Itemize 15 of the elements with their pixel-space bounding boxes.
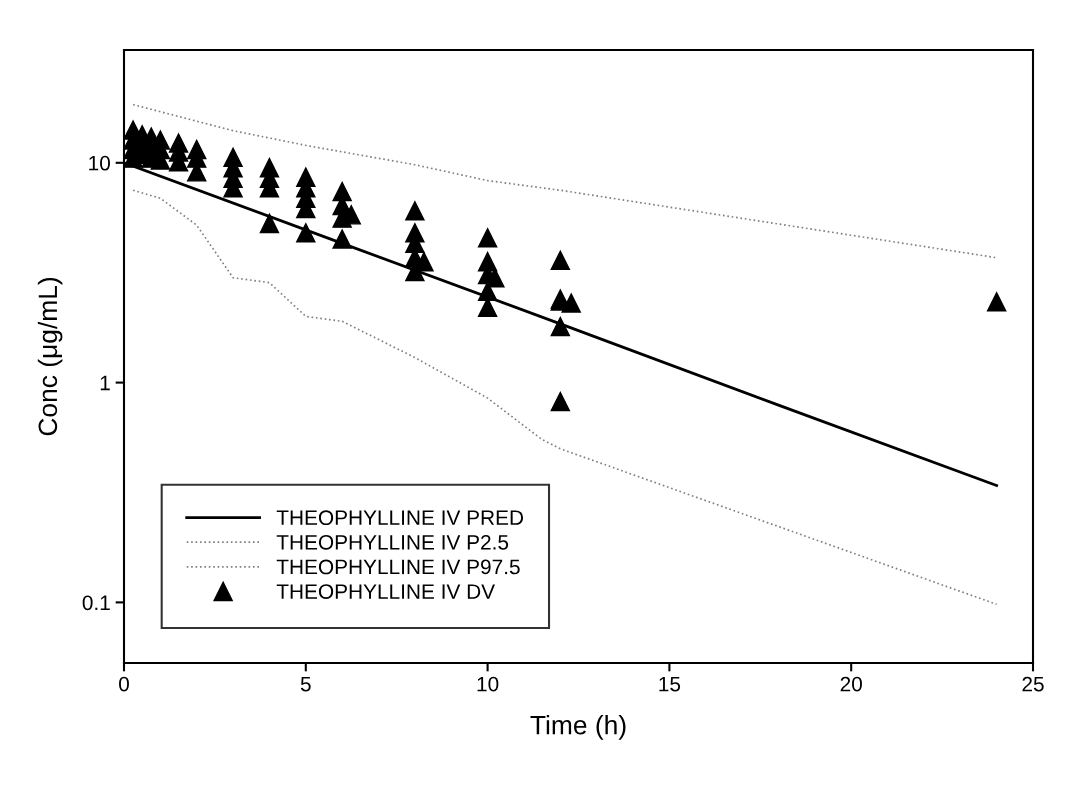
x-tick-label: 5 [300,676,311,692]
x-tick-label: 20 [840,676,862,692]
legend-label: THEOPHYLLINE IV PRED [276,510,524,526]
x-tick-label: 0 [119,676,129,692]
x-axis-title: Time (h) [530,715,626,740]
x-tick-label: 25 [1022,676,1044,692]
x-tick-label: 10 [477,676,499,692]
y-axis-title: Conc (μg/mL) [37,277,63,436]
legend-label: THEOPHYLLINE IV P2.5 [276,534,509,550]
x-tick-label: 15 [659,676,681,692]
legend-label: THEOPHYLLINE IV DV [276,584,495,599]
y-tick-label: 1 [100,375,110,391]
y-tick-label: 10 [89,155,110,171]
y-tick-label: 0.1 [82,595,110,611]
legend-label: THEOPHYLLINE IV P97.5 [276,559,520,575]
